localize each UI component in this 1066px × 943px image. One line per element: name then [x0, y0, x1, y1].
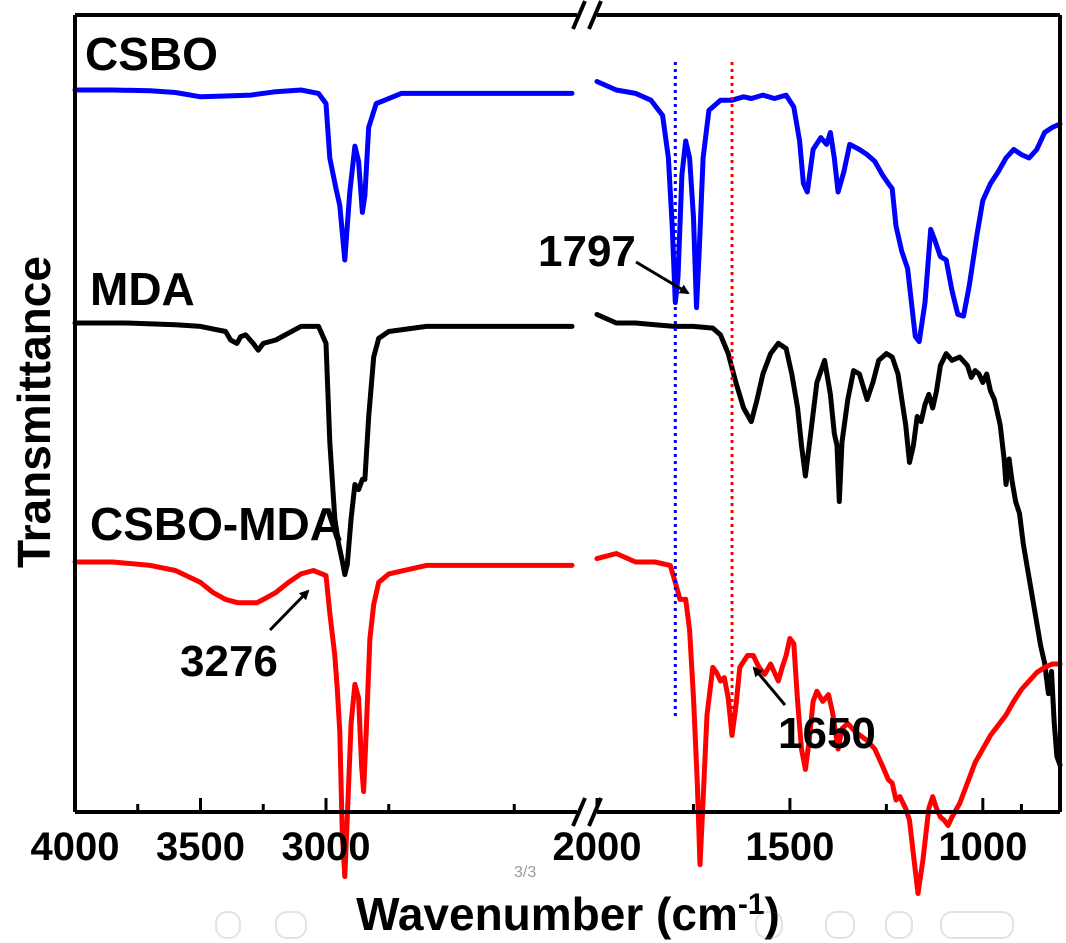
page-indicator: 3/3 — [514, 864, 537, 881]
series-csbo-left — [72, 87, 575, 263]
annotation-layer: CSBO MDA CSBO-MDA 1797 3276 1650 — [85, 28, 876, 758]
series-label-csbo-mda: CSBO-MDA — [90, 498, 343, 550]
axis-break-bottom-b — [587, 797, 603, 827]
mouse-icon[interactable] — [215, 911, 241, 939]
series-layer — [72, 79, 1063, 896]
x-tick-label-4000: 4000 — [31, 825, 120, 869]
delete-icon[interactable] — [755, 911, 783, 939]
series-csbo-mda-left — [72, 559, 575, 879]
x-axis-title: Wavenumber (cm-1) — [356, 888, 780, 940]
x-tick-label-1500: 1500 — [745, 825, 834, 869]
viewer-toolbar[interactable] — [215, 905, 1045, 941]
series-mda-right — [594, 312, 1063, 768]
y-axis-title: Transmittance — [8, 256, 60, 568]
x-tick-label-2000: 2000 — [553, 825, 642, 869]
x-tick-label-3000: 3000 — [282, 825, 371, 869]
axis-break-top-b — [587, 0, 603, 30]
axis-break-top-a — [571, 0, 587, 30]
print-icon[interactable] — [825, 911, 855, 939]
series-label-csbo: CSBO — [85, 28, 218, 80]
annotation-label-3276: 3276 — [180, 637, 278, 686]
axes-layer: 4000 3500 3000 2000 1500 1000 Wavenumber (cm-1… — [8, 0, 1062, 940]
annotation-arrow-3276 — [268, 589, 310, 632]
series-csbo-right — [594, 79, 1063, 345]
x-tick-label-1000: 1000 — [938, 825, 1027, 869]
actual-size-icon[interactable] — [275, 911, 307, 939]
series-csbo-mda-right — [594, 551, 1063, 896]
expand-icon[interactable] — [885, 911, 913, 939]
annotation-label-1797: 1797 — [538, 227, 636, 276]
annotation-arrow-1650 — [752, 666, 787, 706]
annotation-label-1650: 1650 — [778, 709, 876, 758]
series-label-mda: MDA — [90, 263, 195, 315]
text-extract-button[interactable] — [940, 911, 1014, 939]
series-mda-left — [72, 320, 575, 578]
x-tick-label-3500: 3500 — [156, 825, 245, 869]
axis-break-bottom-a — [571, 797, 587, 827]
annotation-arrow-1797 — [635, 260, 690, 295]
